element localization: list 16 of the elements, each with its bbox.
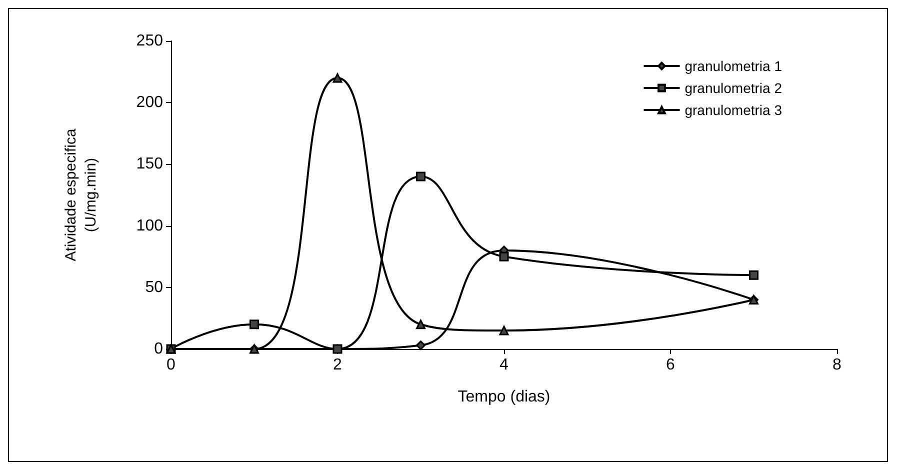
y-tick-label: 200 bbox=[136, 94, 164, 112]
x-tick-label: 4 bbox=[500, 356, 509, 374]
y-tick-label: 250 bbox=[136, 32, 164, 50]
legend-label: granulometria 2 bbox=[684, 80, 782, 96]
legend-label: granulometria 3 bbox=[684, 102, 782, 118]
x-tick-label: 0 bbox=[166, 356, 176, 374]
y-tick-label: 0 bbox=[154, 340, 164, 358]
x-tick-label: 6 bbox=[666, 356, 676, 374]
x-axis-title: Tempo (dias) bbox=[458, 388, 550, 406]
x-tick-label: 2 bbox=[333, 356, 342, 374]
x-tick-label: 8 bbox=[832, 356, 842, 374]
y-tick-label: 50 bbox=[145, 278, 164, 296]
y-tick-label: 150 bbox=[136, 156, 164, 173]
legend-label: granulometria 1 bbox=[684, 58, 782, 74]
y-axis-title: Atividade especifica (U/mg.min) bbox=[62, 128, 100, 262]
y-tick-label: 100 bbox=[136, 217, 164, 234]
